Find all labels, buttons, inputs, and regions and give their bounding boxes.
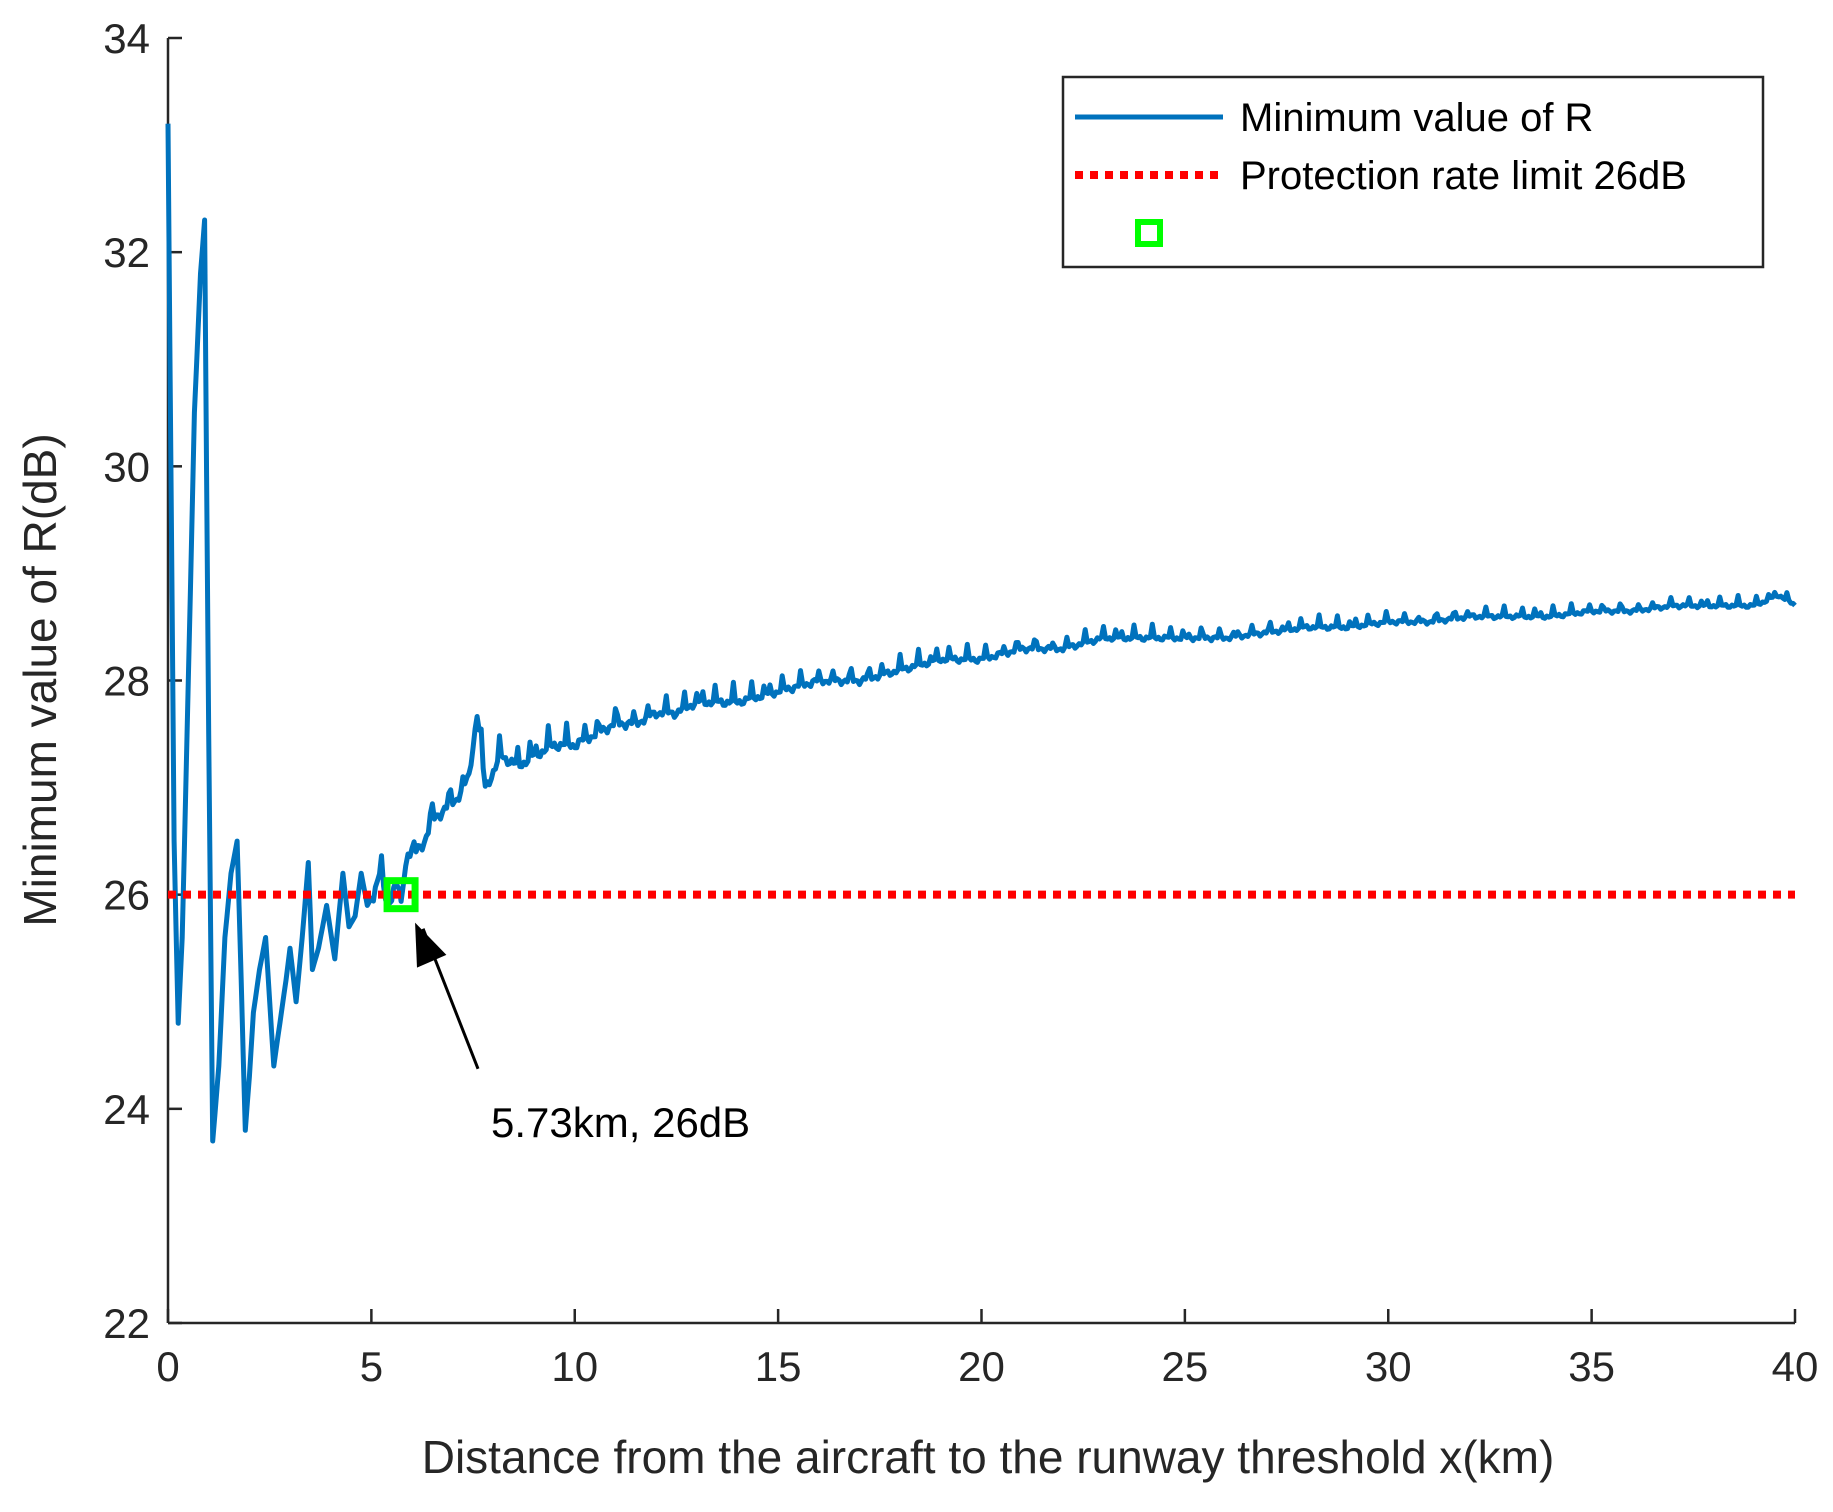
x-tick-label: 35 bbox=[1568, 1343, 1615, 1390]
annotation-layer: 5.73km, 26dB bbox=[415, 922, 750, 1146]
y-tick-label: 30 bbox=[103, 443, 150, 490]
x-axis-ticks: 0 5 10 15 20 25 30 35 40 bbox=[156, 1309, 1818, 1390]
y-axis-ticks: 22 24 26 28 30 32 34 bbox=[103, 15, 182, 1347]
series-line-min-r bbox=[165, 123, 1797, 1144]
x-tick-label: 30 bbox=[1365, 1343, 1412, 1390]
y-tick-label: 24 bbox=[103, 1086, 150, 1133]
annotation-arrow-head bbox=[415, 922, 447, 968]
legend-swatch-marker bbox=[1135, 219, 1163, 247]
series-layer bbox=[165, 123, 1797, 1144]
legend-label: Protection rate limit 26dB bbox=[1240, 154, 1687, 198]
annotation-label: 5.73km, 26dB bbox=[491, 1099, 750, 1146]
plot-area: 0 5 10 15 20 25 30 35 40 22 24 26 28 30 32 34 5.73km, … bbox=[103, 15, 1818, 1390]
x-tick-label: 10 bbox=[551, 1343, 598, 1390]
x-tick-label: 0 bbox=[156, 1343, 179, 1390]
x-tick-label: 20 bbox=[958, 1343, 1005, 1390]
x-tick-label: 5 bbox=[360, 1343, 383, 1390]
y-tick-label: 28 bbox=[103, 658, 150, 705]
y-tick-label: 34 bbox=[103, 15, 150, 62]
x-tick-label: 40 bbox=[1772, 1343, 1819, 1390]
intersection-marker bbox=[383, 877, 419, 913]
y-tick-label: 32 bbox=[103, 229, 150, 276]
y-tick-label: 22 bbox=[103, 1300, 150, 1347]
legend-label: Minimum value of R bbox=[1240, 96, 1593, 140]
y-tick-label: 26 bbox=[103, 872, 150, 919]
x-axis-title: Distance from the aircraft to the runway… bbox=[422, 1431, 1555, 1483]
y-axis-title: Minimum value of R(dB) bbox=[14, 433, 66, 926]
legend: Minimum value of R Protection rate limit … bbox=[1061, 75, 1765, 269]
x-tick-label: 25 bbox=[1162, 1343, 1209, 1390]
legend-box bbox=[1061, 75, 1765, 269]
x-tick-label: 15 bbox=[755, 1343, 802, 1390]
